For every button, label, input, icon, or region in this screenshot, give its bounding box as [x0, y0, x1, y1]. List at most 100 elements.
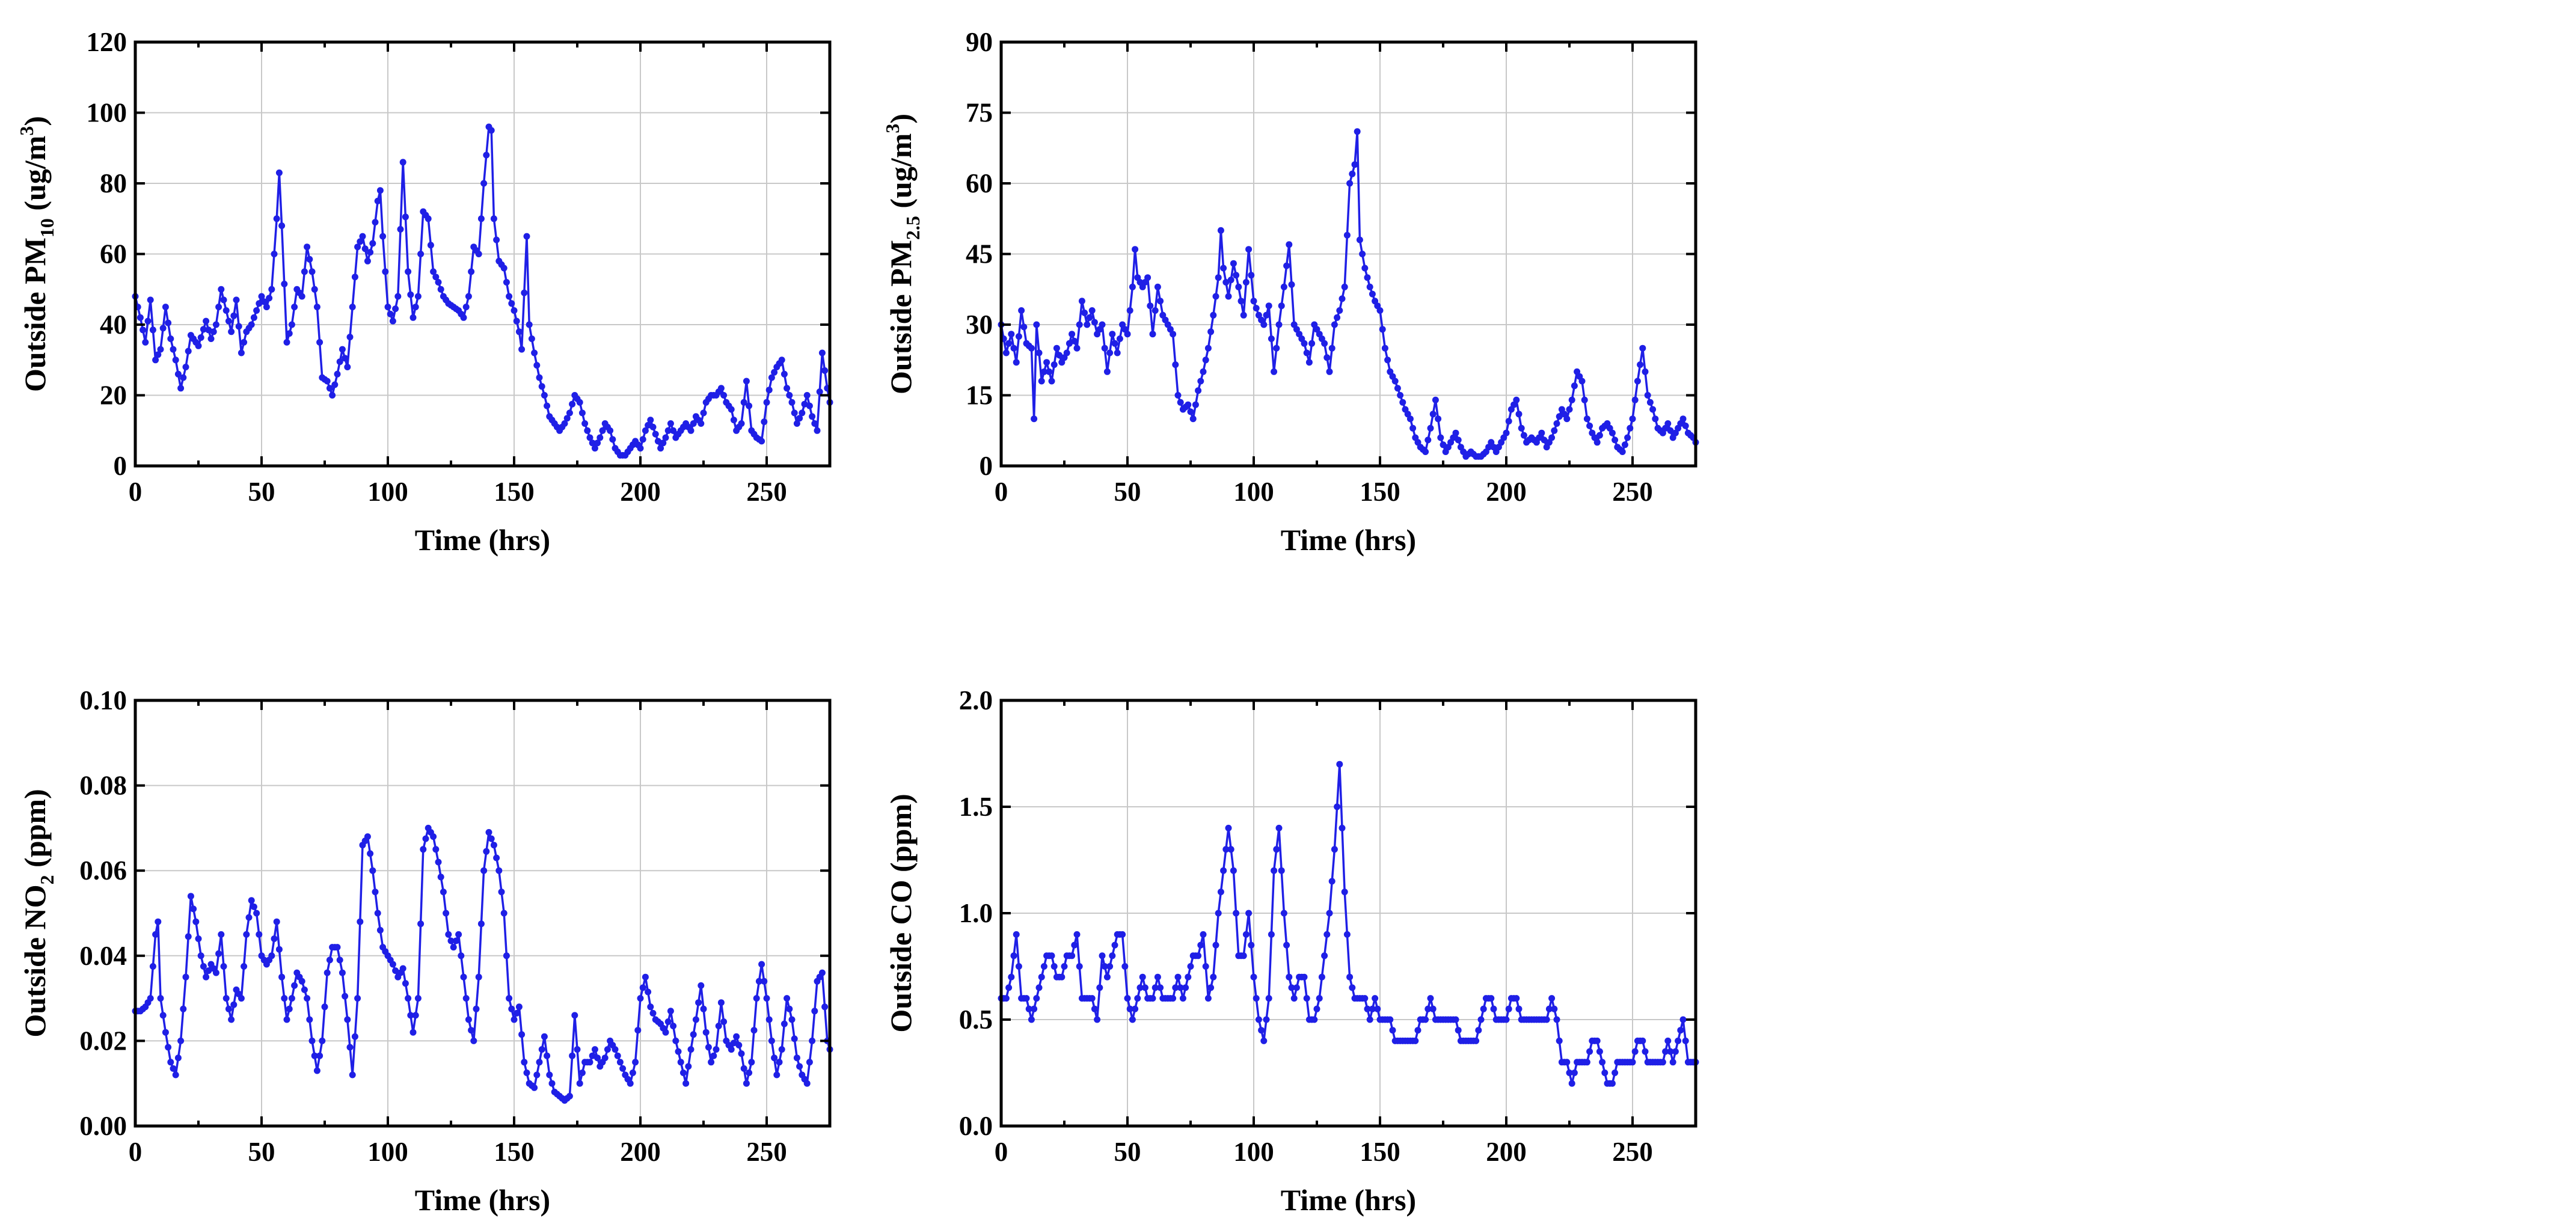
data-point	[735, 1042, 743, 1048]
data-points	[132, 824, 833, 1104]
data-point	[1217, 889, 1224, 896]
y-tick-label: 0.06	[79, 855, 127, 886]
data-point	[1455, 436, 1462, 444]
y-axis-title-main: Outside PM	[884, 240, 918, 394]
data-point	[1091, 319, 1098, 326]
data-point	[776, 1059, 783, 1066]
data-point	[147, 296, 154, 304]
data-point	[1488, 995, 1495, 1002]
data-point	[278, 222, 286, 229]
data-point	[515, 1003, 523, 1011]
data-point	[1263, 311, 1270, 319]
data-point	[182, 364, 189, 370]
data-point	[803, 392, 811, 399]
data-point	[245, 914, 253, 921]
data-point	[407, 291, 414, 298]
data-point	[698, 420, 705, 427]
data-point	[1237, 298, 1245, 305]
x-tick-label: 200	[1486, 1137, 1527, 1167]
data-point	[1046, 368, 1053, 375]
data-point	[493, 236, 500, 243]
data-point	[702, 1029, 710, 1036]
data-point	[1652, 415, 1659, 423]
data-point	[1452, 429, 1459, 436]
data-point	[256, 300, 263, 307]
data-point	[490, 842, 497, 849]
data-point	[705, 1044, 712, 1051]
data-point	[619, 1065, 627, 1072]
data-point	[1114, 349, 1121, 356]
data-point	[1056, 352, 1063, 359]
data-point	[1637, 361, 1644, 369]
data-point	[1121, 963, 1129, 970]
data-point	[1548, 434, 1556, 441]
x-tick-label: 50	[248, 477, 275, 507]
data-point	[1204, 995, 1212, 1002]
y-tick-label: 40	[100, 310, 127, 340]
data-point	[207, 335, 215, 342]
panel-co: 0 50 100 150 200 250 0.0 0.5 1.0 1.5 2.0 Time (hrs)…	[884, 685, 1699, 1217]
data-point	[1050, 963, 1058, 970]
data-point	[821, 1003, 829, 1011]
data-point	[212, 321, 219, 328]
data-point	[761, 978, 768, 985]
x-tick-label: 50	[248, 1137, 275, 1167]
data-point	[793, 420, 800, 427]
data-point	[544, 402, 551, 409]
data-point	[1280, 910, 1287, 917]
data-point	[1185, 401, 1192, 408]
y-tick-label: 30	[966, 310, 993, 340]
data-point	[503, 279, 510, 286]
data-point	[581, 420, 589, 427]
data-point	[1343, 231, 1351, 239]
data-point	[1301, 973, 1308, 981]
data-point	[180, 374, 187, 381]
y-tick-label: 0.0	[959, 1111, 993, 1141]
data-point	[1048, 952, 1055, 959]
data-point	[1566, 1069, 1573, 1076]
data-point	[268, 286, 275, 293]
data-point	[566, 1092, 573, 1100]
data-point	[1157, 298, 1164, 305]
data-point	[1245, 246, 1253, 253]
data-point	[1103, 973, 1111, 981]
data-point	[273, 215, 280, 222]
data-point	[195, 342, 202, 349]
data-point	[301, 268, 308, 275]
data-point	[1328, 878, 1336, 885]
data-point	[369, 867, 376, 874]
data-point	[1682, 1037, 1689, 1044]
data-point	[578, 1069, 586, 1076]
data-point	[1212, 293, 1219, 300]
data-point	[316, 1052, 324, 1059]
data-point	[1204, 344, 1212, 352]
data-point	[1248, 272, 1255, 279]
data-point	[793, 1054, 800, 1062]
data-point	[1409, 424, 1417, 432]
data-point	[162, 304, 169, 311]
data-point	[1675, 1037, 1682, 1044]
data-point	[796, 415, 803, 422]
data-point	[1414, 1027, 1421, 1034]
data-point	[604, 1046, 611, 1053]
x-tick-label: 200	[620, 1137, 661, 1167]
data-point	[1268, 335, 1275, 342]
data-point	[1323, 354, 1331, 361]
data-point	[1593, 439, 1601, 446]
data-point	[200, 326, 207, 333]
data-point	[1088, 995, 1096, 1002]
data-point	[1050, 361, 1058, 369]
data-point	[1366, 1016, 1373, 1023]
data-point	[652, 430, 659, 438]
data-point	[1035, 349, 1043, 356]
data-point	[281, 995, 288, 1002]
data-point	[167, 1059, 174, 1066]
data-point	[447, 937, 455, 944]
data-point	[1515, 1005, 1523, 1012]
data-point	[649, 1009, 657, 1017]
data-point	[218, 286, 225, 293]
data-point	[1225, 293, 1232, 300]
data-point	[677, 1059, 684, 1066]
data-point	[1505, 418, 1512, 425]
data-point	[746, 1069, 753, 1076]
